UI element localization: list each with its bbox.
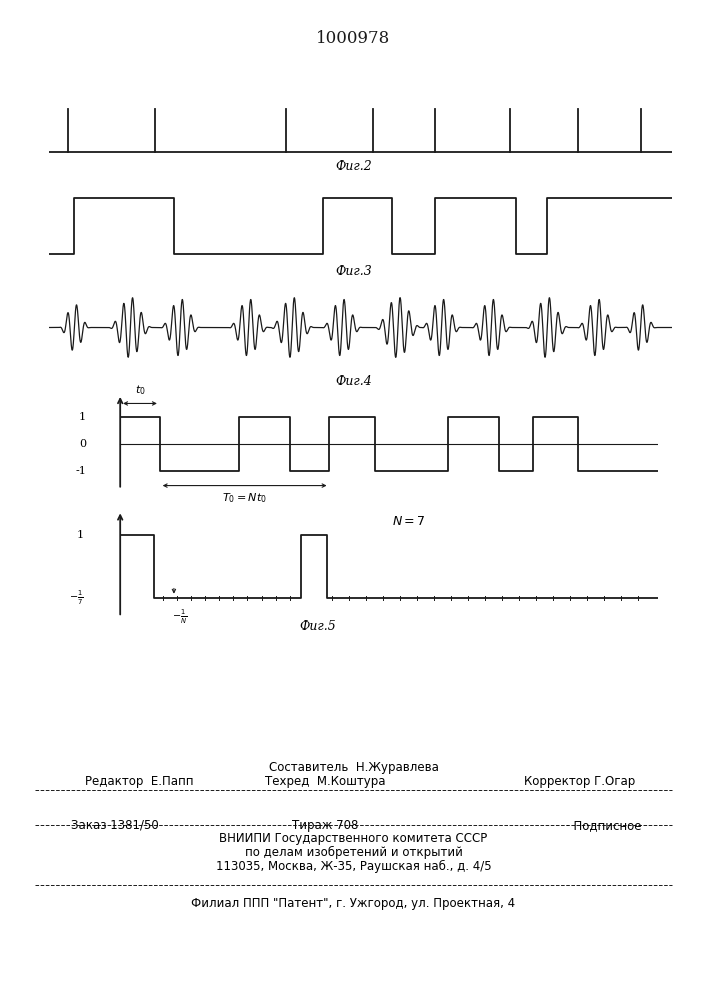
Text: ВНИИПИ Государственного комитета СССР: ВНИИПИ Государственного комитета СССР xyxy=(219,832,488,845)
Text: 113035, Москва, Ж-35, Раушская наб., д. 4/5: 113035, Москва, Ж-35, Раушская наб., д. … xyxy=(216,860,491,873)
Text: 1000978: 1000978 xyxy=(316,30,391,47)
Text: Филиал ППП "Патент", г. Ужгород, ул. Проектная, 4: Филиал ППП "Патент", г. Ужгород, ул. Про… xyxy=(192,897,515,910)
Text: $t_0$: $t_0$ xyxy=(134,383,146,397)
Text: Заказ 1381/50: Заказ 1381/50 xyxy=(71,819,158,832)
Text: -1: -1 xyxy=(76,466,86,476)
Text: Техред  М.Коштура: Техред М.Коштура xyxy=(265,775,385,788)
Text: по делам изобретений и открытий: по делам изобретений и открытий xyxy=(245,846,462,859)
Text: Корректор Г.Огар: Корректор Г.Огар xyxy=(524,775,636,788)
Text: Фиг.4: Фиг.4 xyxy=(335,375,372,388)
Text: Составитель  Н.Журавлева: Составитель Н.Журавлева xyxy=(269,761,438,774)
Text: · Подписное: · Подписное xyxy=(566,819,641,832)
Text: $N=7$: $N=7$ xyxy=(392,515,425,528)
Text: 1: 1 xyxy=(76,530,83,540)
Text: 0: 0 xyxy=(79,439,86,449)
Text: $-\frac{1}{N}$: $-\frac{1}{N}$ xyxy=(172,608,187,626)
Text: Фиг.5: Фиг.5 xyxy=(300,620,337,633)
Text: Фиг.2: Фиг.2 xyxy=(335,160,372,173)
Text: $T_0 = Nt_0$: $T_0 = Nt_0$ xyxy=(222,491,267,505)
Text: Редактор  Е.Папп: Редактор Е.Папп xyxy=(85,775,193,788)
Text: $-\frac{1}{7}$: $-\frac{1}{7}$ xyxy=(69,589,83,607)
Text: Тираж 708: Тираж 708 xyxy=(292,819,358,832)
Text: 1: 1 xyxy=(79,412,86,422)
Text: Фиг.3: Фиг.3 xyxy=(335,265,372,278)
